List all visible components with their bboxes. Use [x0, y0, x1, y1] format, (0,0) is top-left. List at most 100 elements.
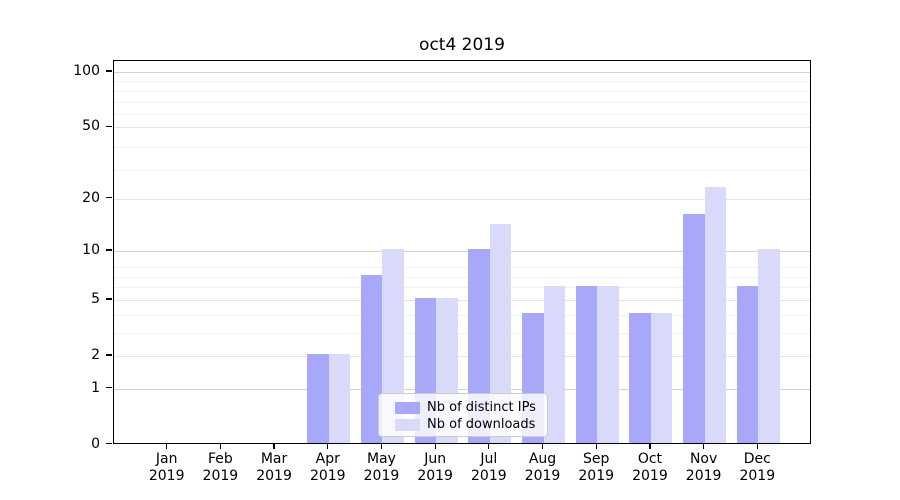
legend-label-distinct-ips: Nb of distinct IPs — [427, 400, 536, 415]
x-tick-mark — [273, 444, 275, 449]
gridline-minor — [114, 146, 810, 148]
x-tick-mark — [434, 444, 436, 449]
x-tick-year: 2019 — [363, 468, 400, 484]
bar-downloads-dec — [758, 249, 780, 443]
legend-entry: Nb of downloads — [395, 416, 547, 433]
x-tick-label: Jan 2019 — [139, 451, 195, 485]
x-tick-year: 2019 — [256, 468, 292, 484]
gridline-minor — [114, 169, 810, 171]
y-tick-mark — [106, 70, 112, 72]
bar-downloads-jul — [489, 224, 512, 443]
gridline — [114, 355, 810, 357]
legend-label-downloads: Nb of downloads — [427, 417, 536, 432]
x-tick-month: Jan — [155, 451, 178, 467]
x-tick-mark — [219, 444, 221, 449]
gridline — [114, 198, 810, 200]
bar-downloads-aug — [543, 285, 566, 443]
x-tick-year: 2019 — [524, 468, 561, 484]
y-tick-label: 100 — [73, 62, 100, 79]
x-tick-label: Mar 2019 — [246, 451, 302, 485]
x-tick-year: 2019 — [471, 468, 507, 484]
x-tick-mark — [488, 444, 490, 449]
x-tick-month: Aug — [528, 451, 557, 467]
x-tick-year: 2019 — [417, 468, 453, 484]
gridline — [114, 299, 810, 301]
gridline — [114, 388, 810, 390]
x-tick-mark — [327, 444, 329, 449]
gridline-minor — [114, 81, 810, 83]
x-tick-month: Apr — [315, 451, 340, 467]
x-tick-month: Nov — [689, 451, 718, 467]
x-tick-year: 2019 — [632, 468, 668, 484]
x-tick-mark — [649, 444, 651, 449]
x-tick-label: Jul 2019 — [461, 451, 517, 485]
bar-downloads-nov — [704, 186, 727, 443]
x-tick-month: Sep — [583, 451, 610, 467]
x-tick-label: Apr 2019 — [300, 451, 356, 485]
x-tick-year: 2019 — [685, 468, 722, 484]
legend-entry: Nb of distinct IPs — [395, 399, 547, 416]
x-tick-mark — [756, 444, 758, 449]
x-tick-mark — [541, 444, 544, 449]
gridline-minor — [114, 267, 810, 269]
x-tick-mark — [595, 444, 597, 449]
x-tick-label: Feb 2019 — [192, 451, 248, 485]
x-tick-label: Sep 2019 — [568, 451, 624, 485]
x-tick-label: Jun 2019 — [407, 451, 463, 485]
gridline-minor — [114, 276, 810, 278]
bar-distinct-ips-may — [360, 275, 383, 443]
gridline-minor — [114, 314, 810, 316]
gridline-minor — [114, 101, 810, 103]
x-tick-label: Dec 2019 — [729, 451, 785, 485]
x-tick-month: Mar — [260, 451, 288, 467]
bar-distinct-ips-sep — [575, 285, 598, 443]
bar-downloads-apr — [328, 354, 351, 443]
gridline-minor — [114, 114, 810, 116]
x-tick-mark — [166, 444, 168, 449]
x-tick-label: Nov 2019 — [676, 451, 732, 485]
x-tick-month: Jun — [424, 451, 447, 467]
y-tick-label: 2 — [91, 346, 100, 363]
gridline — [114, 71, 810, 73]
y-tick-label: 5 — [91, 290, 100, 307]
gridline-minor — [114, 332, 810, 334]
x-tick-month: Jul — [480, 451, 498, 467]
gridline — [114, 250, 810, 252]
gridline — [114, 127, 810, 129]
y-tick-mark — [106, 125, 112, 127]
x-tick-month: Dec — [743, 451, 771, 467]
bar-downloads-oct — [650, 313, 673, 443]
x-tick-year: 2019 — [309, 468, 346, 484]
y-tick-label: 50 — [82, 118, 100, 135]
x-tick-label: Oct 2019 — [622, 451, 678, 485]
y-tick-mark — [106, 387, 112, 389]
x-tick-year: 2019 — [202, 468, 239, 484]
x-tick-month: May — [366, 451, 396, 467]
gridline-minor — [114, 90, 810, 92]
y-tick-mark — [106, 443, 112, 445]
y-tick-mark — [106, 298, 112, 300]
bar-distinct-ips-apr — [307, 354, 329, 443]
x-tick-label: May 2019 — [353, 451, 409, 485]
bar-distinct-ips-oct — [629, 313, 651, 443]
legend-swatch-distinct-ips — [395, 401, 420, 414]
x-tick-month: Feb — [207, 451, 233, 467]
y-tick-mark — [106, 197, 112, 199]
x-tick-month: Oct — [637, 451, 663, 467]
y-tick-label: 0 — [91, 435, 100, 452]
gridline-minor — [114, 287, 810, 289]
x-tick-year: 2019 — [148, 468, 185, 484]
bar-distinct-ips-dec — [736, 285, 759, 443]
x-tick-label: Aug 2019 — [515, 451, 571, 485]
y-tick-label: 20 — [82, 189, 100, 206]
y-tick-mark — [106, 354, 112, 356]
x-tick-year: 2019 — [739, 468, 776, 484]
bar-downloads-sep — [597, 285, 619, 443]
x-tick-mark — [380, 444, 383, 449]
y-tick-label: 10 — [82, 241, 100, 258]
y-tick-mark — [106, 249, 112, 251]
legend: Nb of distinct IPs Nb of downloads — [378, 393, 548, 437]
x-tick-mark — [703, 444, 705, 449]
plot-area — [113, 60, 811, 444]
legend-swatch-downloads — [395, 418, 420, 431]
